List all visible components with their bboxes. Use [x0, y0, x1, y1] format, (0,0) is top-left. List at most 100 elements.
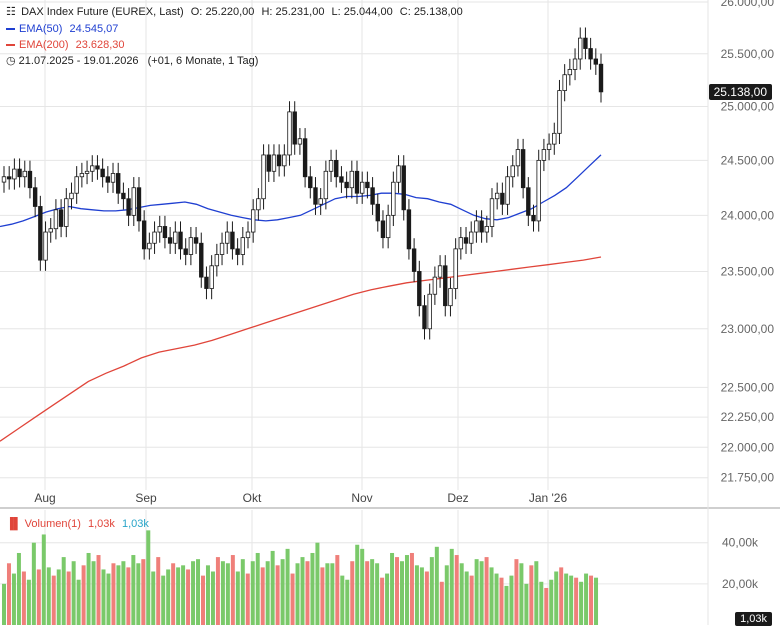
candle-body — [385, 214, 391, 239]
volume-bar — [210, 571, 215, 625]
volume-bar — [166, 569, 171, 625]
candle-body — [437, 265, 443, 278]
volume-bar — [220, 561, 225, 625]
volume-bar — [131, 555, 136, 625]
candle-body — [69, 192, 74, 200]
ohlc-high-value: 25.231,00 — [275, 6, 325, 18]
candle-body — [308, 176, 313, 189]
volume-bars-icon: ▐▌ — [6, 518, 22, 530]
candle-body — [225, 231, 230, 244]
candle-body — [95, 165, 100, 170]
instrument-title: DAX Index Future (EUREX, Last) — [21, 6, 184, 18]
price-tick-label: 26.000,00 — [721, 0, 775, 9]
volume-bar — [335, 555, 340, 625]
volume-bar — [260, 567, 265, 625]
volume-bar — [494, 573, 499, 625]
volume-bar — [390, 552, 395, 625]
candle-body — [147, 242, 152, 250]
volume-bar — [564, 573, 569, 625]
candle-body — [136, 187, 142, 222]
volume-bar — [136, 563, 141, 625]
volume-bar — [419, 567, 424, 625]
volume-bar — [360, 548, 365, 625]
volume-bar — [424, 571, 429, 625]
volume-bar — [385, 573, 390, 625]
volume-bar — [91, 561, 96, 625]
volume-bar — [235, 571, 240, 625]
volume-bar — [404, 555, 409, 625]
candle-body — [17, 168, 22, 178]
volume-bar — [255, 552, 260, 625]
title-legend: ☷ DAX Index Future (EUREX, Last) O: 25.2… — [6, 5, 463, 19]
volume-bar — [126, 567, 131, 625]
candle-body — [282, 154, 287, 167]
candle-body — [105, 176, 111, 183]
volume-bar — [181, 565, 186, 625]
ema200-label: EMA(200) — [19, 39, 69, 51]
candle-body — [167, 237, 173, 244]
volume-bar — [56, 569, 61, 625]
range-note: (+01, 6 Monate, 1 Tag) — [147, 55, 259, 67]
ema200-legend[interactable]: EMA(200) 23.628,30 — [6, 38, 125, 52]
volume-legend[interactable]: ▐▌ Volumen(1) 1,03k 1,03k — [6, 517, 149, 531]
ema200-swatch — [6, 44, 15, 47]
candle-body — [578, 37, 583, 60]
candle-body — [100, 168, 105, 178]
volume-bar — [519, 563, 524, 625]
volume-bar — [489, 567, 494, 625]
candle-body — [110, 173, 116, 183]
ema50-legend[interactable]: EMA(50) 24.545,07 — [6, 22, 118, 36]
volume-bar — [459, 563, 464, 625]
volume-bar — [245, 573, 250, 625]
price-tick-label: 22.500,00 — [721, 380, 775, 394]
ohlc-low-key: L: — [331, 6, 341, 18]
clock-icon: ◷ — [6, 55, 16, 67]
candle-body — [463, 237, 469, 244]
volume-bar — [141, 559, 146, 625]
candle-body — [417, 271, 422, 307]
candle-body — [520, 149, 526, 189]
candle-body — [396, 165, 401, 183]
volume-bar — [161, 575, 166, 625]
candle-body — [38, 206, 43, 261]
volume-bar — [191, 561, 196, 625]
volume-bar — [270, 550, 275, 625]
candle-body — [214, 254, 220, 267]
price-tick-label: 21.750,00 — [721, 471, 775, 485]
axes: 26.000,00 25.500,00 25.000,00 24.500,00 24.0… — [34, 0, 774, 591]
volume-bar — [414, 565, 419, 625]
candle-body — [494, 192, 500, 200]
candle-body — [199, 242, 204, 278]
candle-body — [79, 173, 85, 178]
candle-body — [598, 63, 604, 93]
candle-body — [334, 159, 339, 178]
candle-body — [287, 111, 292, 156]
volume-bar — [81, 565, 86, 625]
volume-bar — [469, 575, 474, 625]
candle-body — [131, 187, 136, 216]
candle-body — [531, 214, 536, 222]
ohlc-close-value: 25.138,00 — [413, 6, 463, 18]
volume-bar — [61, 557, 66, 625]
candle-body — [209, 265, 214, 289]
candles — [1, 27, 604, 340]
volume-bar — [449, 548, 454, 625]
candlestick-icon: ☷ — [6, 6, 16, 18]
volume-bar — [539, 581, 544, 625]
candle-body — [43, 231, 48, 261]
volume-bar — [479, 561, 484, 625]
candle-body — [562, 74, 567, 91]
volume-bar — [340, 575, 345, 625]
volume-bar — [186, 569, 191, 625]
candle-body — [422, 305, 427, 330]
volume-bar — [176, 567, 181, 625]
candle-body — [458, 237, 464, 250]
volume-bar — [484, 557, 489, 625]
ohlc-high-key: H: — [261, 6, 273, 18]
candle-body — [6, 176, 12, 180]
time-tick-label: Dez — [447, 491, 468, 505]
volume-bar — [156, 557, 161, 625]
candle-body — [219, 242, 225, 255]
candle-body — [318, 198, 323, 205]
candle-body — [583, 37, 588, 49]
